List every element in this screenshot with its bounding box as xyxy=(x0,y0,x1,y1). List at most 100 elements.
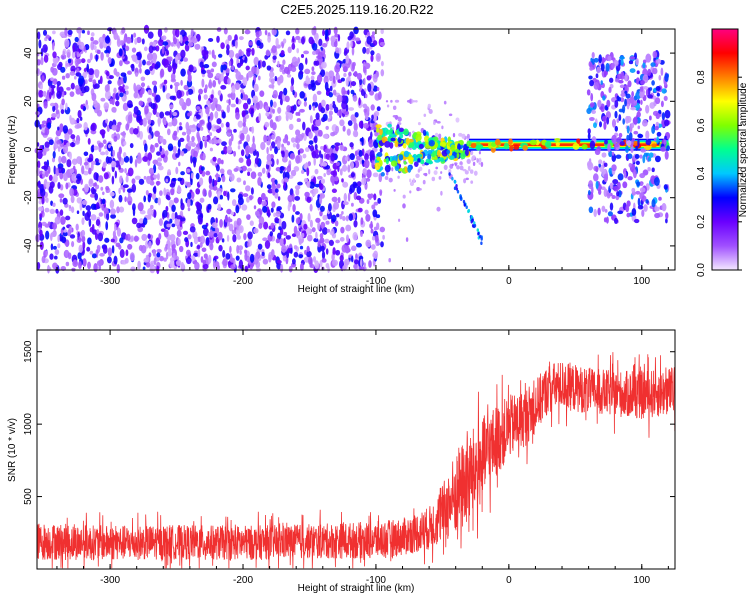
heatmap-cell xyxy=(178,126,183,131)
heatmap-cell xyxy=(342,125,346,132)
heatmap-cell xyxy=(664,73,669,82)
heatmap-cell xyxy=(448,172,451,176)
heatmap-cell xyxy=(151,46,157,51)
heatmap-cell xyxy=(417,158,421,163)
heatmap-cell xyxy=(409,190,412,194)
heatmap-cell xyxy=(335,47,340,54)
heatmap-cell xyxy=(284,95,290,103)
heatmap-cell xyxy=(608,86,612,93)
heatmap-cell xyxy=(321,61,327,69)
heatmap-cell xyxy=(99,75,103,85)
heatmap-cell xyxy=(635,160,640,165)
heatmap-cell xyxy=(309,203,313,212)
heatmap-cell xyxy=(609,202,614,211)
heatmap-cell xyxy=(598,54,603,64)
heatmap-cell xyxy=(120,72,127,77)
heatmap-cell xyxy=(70,206,75,213)
heatmap-cell xyxy=(391,167,394,172)
heatmap-cell xyxy=(90,160,96,166)
heatmap-cell xyxy=(652,50,658,59)
heatmap-cell xyxy=(286,73,292,78)
heatmap-cell xyxy=(212,259,216,269)
heatmap-cell xyxy=(591,51,595,59)
heatmap-cell xyxy=(96,184,100,190)
heatmap-cell xyxy=(202,188,207,197)
heatmap-cell xyxy=(247,70,253,78)
heatmap-cell xyxy=(413,161,419,167)
heatmap-cell xyxy=(159,145,163,152)
heatmap-cell xyxy=(242,193,249,198)
heatmap-cell xyxy=(199,197,205,203)
heatmap-cell xyxy=(322,29,325,37)
heatmap-cell xyxy=(300,169,305,174)
heatmap-cell xyxy=(177,41,181,49)
heatmap-cell xyxy=(311,124,315,132)
heatmap-cell xyxy=(342,265,347,271)
heatmap-cell xyxy=(311,150,317,159)
heatmap-cell xyxy=(602,115,607,122)
heatmap-cell xyxy=(151,92,157,97)
heatmap-cell xyxy=(613,217,619,225)
heatmap-cell xyxy=(324,29,329,36)
heatmap-cell xyxy=(333,40,338,48)
heatmap-cell xyxy=(315,112,320,120)
heatmap-cell xyxy=(315,217,321,223)
heatmap-cell xyxy=(258,222,263,229)
heatmap-cell xyxy=(316,175,323,180)
heatmap-cell xyxy=(96,229,100,235)
heatmap-cell xyxy=(609,182,614,190)
heatmap-cell xyxy=(459,165,464,171)
heatmap-cell xyxy=(332,103,337,109)
heatmap-cell xyxy=(451,163,454,167)
heatmap-cell xyxy=(230,103,236,108)
heatmap-cell xyxy=(321,43,328,48)
heatmap-cell xyxy=(294,61,299,67)
heatmap-cell xyxy=(258,112,262,122)
heatmap-cell xyxy=(503,142,510,150)
heatmap-cell xyxy=(321,226,328,235)
heatmap-cell xyxy=(119,249,125,258)
heatmap-cell xyxy=(127,114,133,124)
heatmap-cell xyxy=(123,155,130,163)
heatmap-cell xyxy=(106,256,112,264)
heatmap-cell xyxy=(376,156,381,161)
heatmap-cell xyxy=(190,191,195,199)
heatmap-cell xyxy=(50,243,54,251)
heatmap-cell xyxy=(623,170,627,179)
heatmap-cell xyxy=(299,91,305,99)
heatmap-cell xyxy=(345,104,349,112)
heatmap-cell xyxy=(302,153,307,159)
heatmap-cell xyxy=(250,108,254,118)
heatmap-cell xyxy=(642,62,646,69)
heatmap-cell xyxy=(241,110,247,117)
heatmap-cell xyxy=(628,60,634,65)
heatmap-cell xyxy=(629,68,636,73)
heatmap-cell xyxy=(385,171,389,176)
heatmap-cell xyxy=(340,77,345,82)
spectrogram-x-tick-label: -100 xyxy=(366,276,386,287)
heatmap-cell xyxy=(586,107,592,115)
heatmap-cell xyxy=(415,173,420,179)
spectrogram-x-label: Height of straight line (km) xyxy=(298,284,415,295)
heatmap-cell xyxy=(324,238,330,244)
heatmap-cell xyxy=(604,209,608,213)
heatmap-cell xyxy=(56,90,62,100)
heatmap-cell xyxy=(299,108,305,113)
heatmap-cell xyxy=(360,217,364,225)
heatmap-cell xyxy=(298,254,304,259)
heatmap-cell xyxy=(103,102,110,110)
heatmap-cell xyxy=(71,240,75,248)
heatmap-cell xyxy=(619,84,625,89)
heatmap-cell xyxy=(50,84,56,89)
heatmap-cell xyxy=(272,122,277,131)
heatmap-cell xyxy=(586,160,593,168)
heatmap-cell xyxy=(133,32,137,38)
heatmap-cell xyxy=(147,207,153,217)
heatmap-cell xyxy=(256,150,260,158)
heatmap-cell xyxy=(64,239,70,247)
heatmap-cell xyxy=(228,223,234,232)
heatmap-cell xyxy=(260,141,266,151)
heatmap-cell xyxy=(44,170,49,178)
heatmap-cell xyxy=(607,143,611,153)
